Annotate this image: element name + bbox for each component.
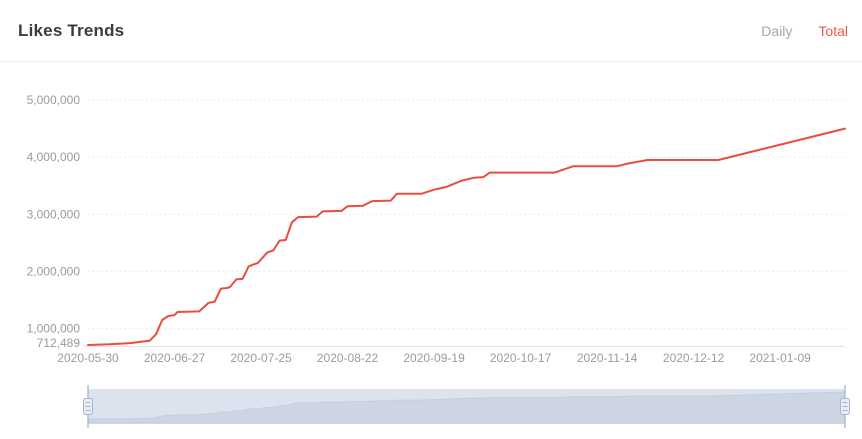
grid-lines [88,99,845,330]
data-zoom-slider[interactable] [0,377,862,439]
svg-text:2020-08-22: 2020-08-22 [317,351,379,365]
svg-text:5,000,000: 5,000,000 [27,93,81,107]
svg-text:2020-06-27: 2020-06-27 [144,351,206,365]
y-axis-min-label: 712,489 [37,336,81,350]
slider-right-handle[interactable] [840,385,850,428]
slider-left-handle[interactable] [83,385,93,428]
slider-data-shadow [87,391,846,424]
svg-text:2020-12-12: 2020-12-12 [663,351,725,365]
panel-header: Likes Trends Daily Total [0,0,862,62]
total-likes-line [87,127,846,346]
x-axis-labels: 2020-05-30 2020-06-27 2020-07-25 2020-08-22… [57,351,811,365]
tab-daily[interactable]: Daily [761,22,793,39]
y-axis-labels: 1,000,000 2,000,000 3,000,000 4,000,000 5,00… [27,93,81,350]
svg-text:2020-07-25: 2020-07-25 [230,351,292,365]
svg-text:2020-11-14: 2020-11-14 [577,351,638,365]
data-zoom-area [0,377,862,439]
mode-tabs: Daily Total [761,23,848,39]
page-title: Likes Trends [18,20,125,40]
svg-text:2,000,000: 2,000,000 [27,264,81,278]
svg-text:1,000,000: 1,000,000 [27,322,81,336]
svg-text:2021-01-09: 2021-01-09 [749,351,811,365]
chart-area: 1,000,000 2,000,000 3,000,000 4,000,000 5,00… [0,62,862,377]
svg-text:2020-10-17: 2020-10-17 [490,351,552,365]
tab-total[interactable]: Total [818,22,848,39]
svg-text:2020-05-30: 2020-05-30 [57,351,119,365]
svg-text:3,000,000: 3,000,000 [27,207,81,221]
svg-text:4,000,000: 4,000,000 [27,150,81,164]
likes-trend-chart: 1,000,000 2,000,000 3,000,000 4,000,000 5,00… [27,93,846,365]
svg-text:2020-09-19: 2020-09-19 [403,351,465,365]
